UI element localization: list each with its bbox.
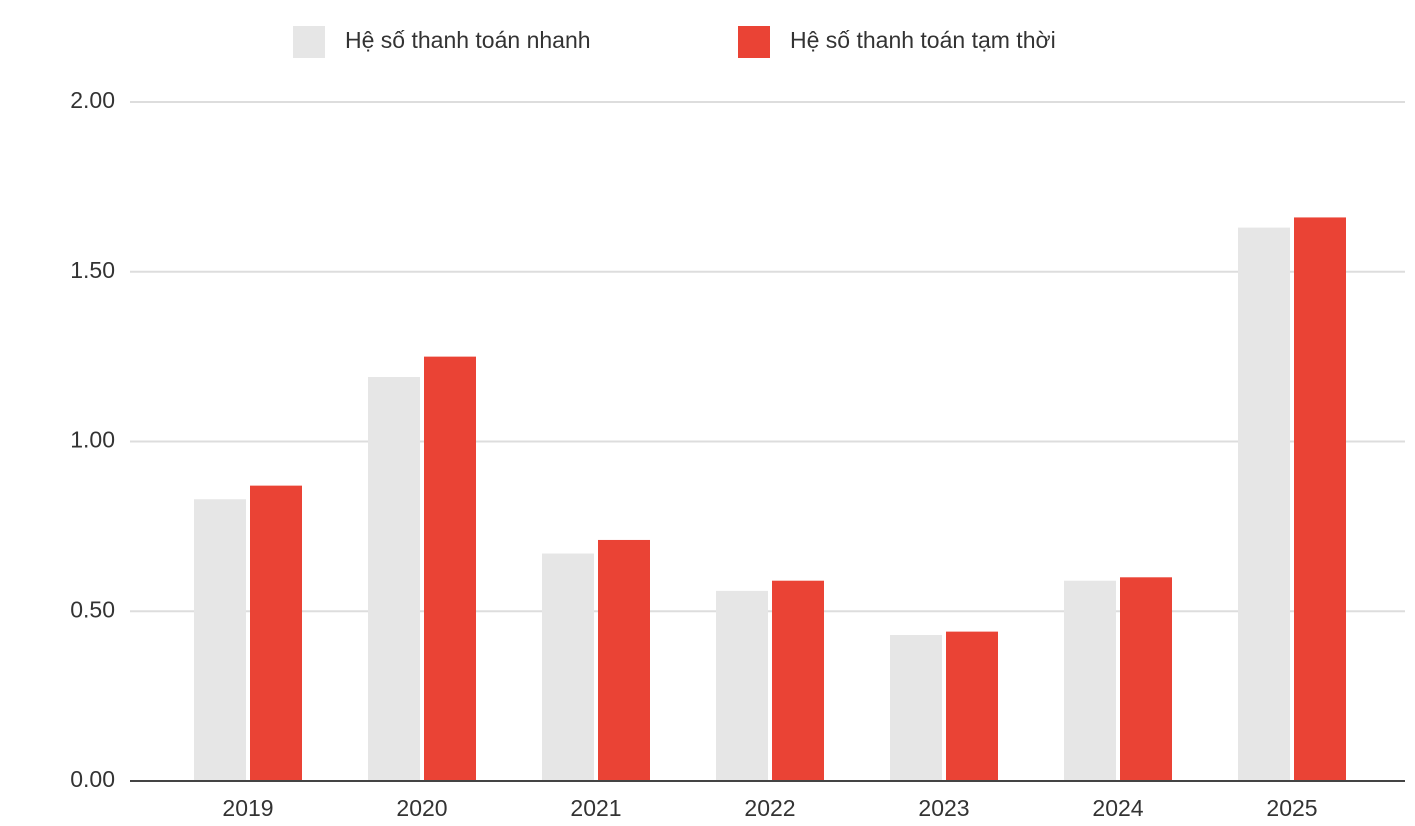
y-tick-label: 0.50 bbox=[70, 596, 115, 622]
x-tick-label: 2019 bbox=[222, 795, 273, 821]
x-tick-label: 2022 bbox=[744, 795, 795, 821]
bar bbox=[716, 590, 768, 781]
legend-label: Hệ số thanh toán nhanh bbox=[345, 27, 591, 53]
bar bbox=[368, 376, 420, 781]
y-tick-label: 2.00 bbox=[70, 87, 115, 113]
bar bbox=[1294, 217, 1346, 781]
bar bbox=[424, 356, 476, 781]
bar bbox=[194, 499, 246, 781]
bar bbox=[890, 635, 942, 781]
legend-swatch bbox=[738, 26, 770, 58]
bar bbox=[1238, 227, 1290, 782]
bar bbox=[1064, 580, 1116, 781]
legend-swatch bbox=[293, 26, 325, 58]
x-tick-label: 2020 bbox=[396, 795, 447, 821]
bar bbox=[250, 485, 302, 781]
y-tick-label: 1.00 bbox=[70, 427, 115, 453]
bar bbox=[598, 539, 650, 781]
bar bbox=[772, 580, 824, 781]
x-tick-label: 2021 bbox=[570, 795, 621, 821]
y-tick-label: 1.50 bbox=[70, 257, 115, 283]
x-tick-label: 2023 bbox=[918, 795, 969, 821]
y-tick-label: 0.00 bbox=[70, 766, 115, 792]
legend-label: Hệ số thanh toán tạm thời bbox=[790, 27, 1056, 53]
x-tick-label: 2024 bbox=[1092, 795, 1143, 821]
bar bbox=[542, 553, 594, 781]
bar bbox=[1120, 577, 1172, 781]
bar bbox=[946, 631, 998, 781]
x-tick-label: 2025 bbox=[1266, 795, 1317, 821]
